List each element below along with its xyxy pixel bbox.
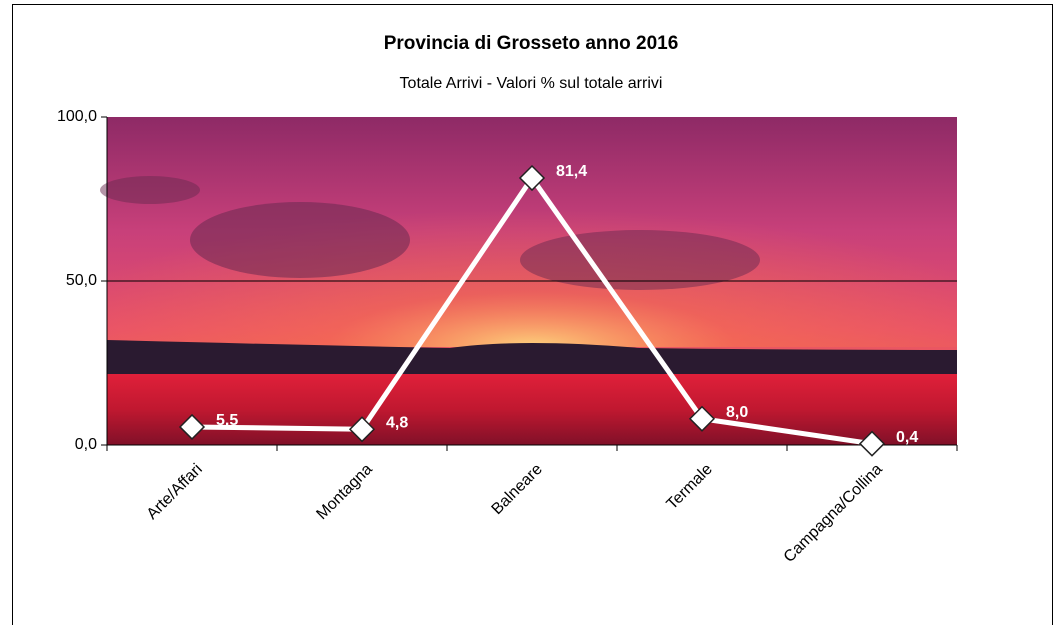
data-label: 81,4: [556, 163, 587, 180]
data-label: 0,4: [896, 429, 918, 446]
chart-subtitle: Totale Arrivi - Valori % sul totale arri…: [400, 75, 663, 92]
y-tick-label: 50,0: [66, 272, 97, 289]
chart: Provincia di Grosseto anno 2016 Totale A…: [0, 0, 1057, 625]
data-label: 5,5: [216, 412, 238, 429]
chart-title: Provincia di Grosseto anno 2016: [384, 33, 679, 54]
page: Provincia di Grosseto anno 2016 Totale A…: [0, 0, 1057, 625]
data-label: 4,8: [386, 414, 408, 431]
data-label: 8,0: [726, 404, 748, 421]
y-tick-label: 100,0: [57, 108, 97, 125]
y-tick-label: 0,0: [75, 436, 97, 453]
